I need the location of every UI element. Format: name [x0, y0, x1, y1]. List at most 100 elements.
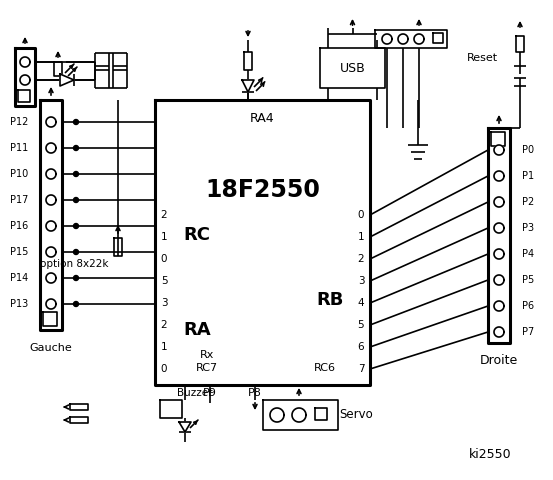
Text: Servo: Servo: [339, 408, 373, 421]
Polygon shape: [74, 250, 79, 254]
Text: P2: P2: [522, 197, 534, 207]
Polygon shape: [244, 52, 252, 70]
Text: 18F2550: 18F2550: [205, 178, 320, 202]
Text: 3: 3: [161, 298, 168, 308]
Polygon shape: [375, 30, 447, 48]
Polygon shape: [494, 327, 504, 337]
Polygon shape: [494, 145, 504, 155]
Polygon shape: [242, 80, 254, 92]
Polygon shape: [46, 273, 56, 283]
Text: P6: P6: [522, 301, 534, 311]
Text: Buzzer: Buzzer: [177, 388, 212, 398]
Text: 0: 0: [161, 254, 167, 264]
Polygon shape: [70, 417, 88, 423]
Polygon shape: [46, 169, 56, 179]
Text: 2: 2: [161, 320, 168, 330]
Text: P1: P1: [522, 171, 534, 181]
Polygon shape: [263, 400, 338, 430]
Text: P16: P16: [10, 221, 28, 231]
Text: P10: P10: [10, 169, 28, 179]
Text: Reset: Reset: [467, 53, 498, 63]
Polygon shape: [433, 33, 443, 43]
Text: ki2550: ki2550: [469, 448, 512, 461]
Text: 3: 3: [358, 276, 364, 286]
Text: 5: 5: [358, 320, 364, 330]
Text: P12: P12: [9, 117, 28, 127]
Polygon shape: [40, 100, 62, 330]
Polygon shape: [74, 276, 79, 280]
Text: RC: RC: [184, 226, 211, 244]
Text: 4: 4: [358, 298, 364, 308]
Polygon shape: [320, 48, 385, 88]
Polygon shape: [74, 145, 79, 151]
Polygon shape: [46, 195, 56, 205]
Text: 7: 7: [358, 364, 364, 374]
Polygon shape: [20, 57, 30, 67]
Polygon shape: [398, 34, 408, 44]
Text: 2: 2: [161, 210, 168, 220]
Polygon shape: [155, 100, 370, 385]
Text: P4: P4: [522, 249, 534, 259]
Polygon shape: [74, 301, 79, 307]
Polygon shape: [46, 247, 56, 257]
Polygon shape: [18, 90, 30, 102]
Text: P14: P14: [10, 273, 28, 283]
Text: RA: RA: [183, 321, 211, 339]
Text: RC7: RC7: [196, 363, 218, 373]
Text: 2: 2: [358, 254, 364, 264]
Polygon shape: [60, 74, 74, 86]
Text: P13: P13: [10, 299, 28, 309]
Polygon shape: [491, 132, 505, 146]
Polygon shape: [46, 221, 56, 231]
Polygon shape: [54, 62, 62, 76]
Polygon shape: [74, 197, 79, 203]
Text: Rx: Rx: [200, 350, 214, 360]
Polygon shape: [74, 224, 79, 228]
Text: RC6: RC6: [314, 363, 336, 373]
Polygon shape: [43, 312, 57, 326]
Polygon shape: [494, 171, 504, 181]
Polygon shape: [494, 275, 504, 285]
Text: RB: RB: [316, 291, 343, 309]
Text: P9: P9: [203, 388, 217, 398]
Text: 6: 6: [358, 342, 364, 352]
Polygon shape: [488, 128, 510, 343]
Text: option 8x22k: option 8x22k: [39, 259, 108, 269]
Text: 1: 1: [161, 342, 168, 352]
Polygon shape: [74, 120, 79, 124]
Polygon shape: [494, 301, 504, 311]
Polygon shape: [292, 408, 306, 422]
Polygon shape: [414, 34, 424, 44]
Text: P5: P5: [522, 275, 534, 285]
Text: P8: P8: [248, 388, 262, 398]
Polygon shape: [46, 299, 56, 309]
Polygon shape: [494, 197, 504, 207]
Polygon shape: [114, 238, 122, 256]
Text: P7: P7: [522, 327, 534, 337]
Text: Droite: Droite: [480, 355, 518, 368]
Polygon shape: [382, 34, 392, 44]
Text: 5: 5: [161, 276, 168, 286]
Text: 0: 0: [161, 364, 167, 374]
Polygon shape: [20, 75, 30, 85]
Polygon shape: [74, 171, 79, 177]
Polygon shape: [160, 400, 182, 418]
Text: USB: USB: [340, 61, 366, 74]
Text: P3: P3: [522, 223, 534, 233]
Polygon shape: [494, 223, 504, 233]
Text: Gauche: Gauche: [30, 343, 72, 353]
Text: P11: P11: [10, 143, 28, 153]
Polygon shape: [46, 143, 56, 153]
Polygon shape: [494, 249, 504, 259]
Text: 1: 1: [161, 232, 168, 242]
Text: 1: 1: [358, 232, 364, 242]
Polygon shape: [270, 408, 284, 422]
Text: P15: P15: [9, 247, 28, 257]
Polygon shape: [15, 48, 35, 106]
Text: 0: 0: [358, 210, 364, 220]
Polygon shape: [516, 36, 524, 52]
Polygon shape: [70, 404, 88, 410]
Polygon shape: [315, 408, 327, 420]
Text: P0: P0: [522, 145, 534, 155]
Polygon shape: [46, 117, 56, 127]
